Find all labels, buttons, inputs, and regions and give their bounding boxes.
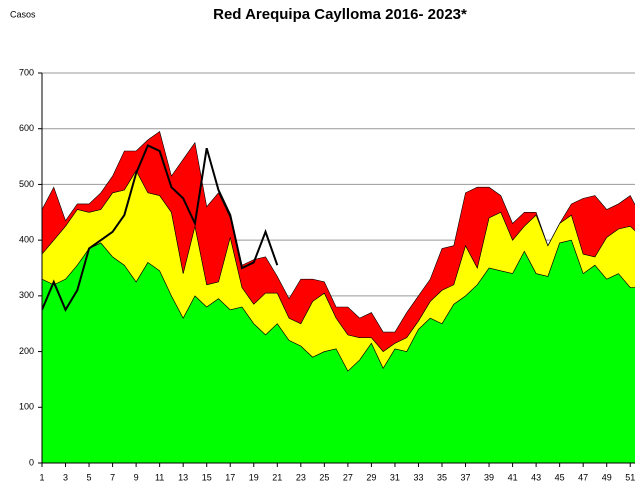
y-tick-label: 500 (19, 179, 34, 189)
x-tick-label: 27 (343, 472, 353, 482)
x-tick-label: 25 (319, 472, 329, 482)
area-series (42, 131, 635, 352)
x-tick-label: 13 (178, 472, 188, 482)
line-series (42, 144, 279, 312)
y-tick-label: 100 (19, 402, 34, 412)
x-tick-label: 9 (134, 472, 139, 482)
y-tick-label: 400 (19, 235, 34, 245)
x-tick-label: 47 (578, 472, 588, 482)
y-tick-label: 600 (19, 123, 34, 133)
y-tick-label: 0 (29, 457, 34, 467)
y-tick-label: 700 (19, 67, 34, 77)
y-tick-label: 200 (19, 346, 34, 356)
x-tick-label: 29 (366, 472, 376, 482)
y-axis-label: Casos (10, 9, 36, 19)
x-tick-label: 5 (87, 472, 92, 482)
x-tick-label: 31 (390, 472, 400, 482)
x-tick-label: 33 (413, 472, 423, 482)
x-tick-label: 21 (272, 472, 282, 482)
chart-title: Red Arequipa Caylloma 2016- 2023* (213, 6, 467, 23)
x-tick-label: 49 (602, 472, 612, 482)
x-tick-label: 15 (202, 472, 212, 482)
x-tick-label: 19 (249, 472, 259, 482)
x-tick-label: 17 (225, 472, 235, 482)
x-tick-label: 45 (555, 472, 565, 482)
x-tick-label: 37 (461, 472, 471, 482)
x-tick-label: 41 (508, 472, 518, 482)
x-tick-label: 23 (296, 472, 306, 482)
x-tick-label: 3 (63, 472, 68, 482)
y-tick-label: 300 (19, 290, 34, 300)
x-tick-label: 43 (531, 472, 541, 482)
x-tick-label: 1 (39, 472, 44, 482)
x-tick-label: 39 (484, 472, 494, 482)
x-tick-label: 11 (155, 472, 164, 482)
x-tick-label: 35 (437, 472, 447, 482)
x-tick-label: 7 (110, 472, 115, 482)
x-tick-label: 51 (625, 472, 635, 482)
